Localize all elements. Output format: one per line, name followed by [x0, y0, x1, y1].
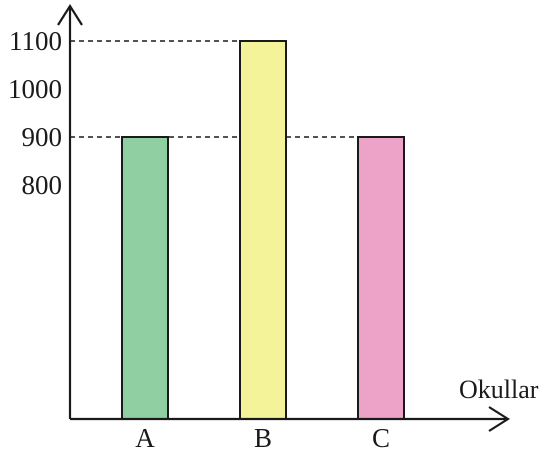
axes	[57, 3, 511, 432]
x-category-labels: A B C	[135, 423, 390, 452]
y-tick-label: 900	[22, 122, 63, 152]
y-tick-label: 1100	[9, 26, 62, 56]
y-axis-arrow-icon	[57, 3, 83, 26]
x-axis-arrow-icon	[488, 406, 511, 432]
x-axis-title: Okullar	[459, 375, 539, 404]
bar-a	[121, 136, 169, 420]
bar-c	[357, 136, 405, 420]
y-tick-label: 1000	[8, 74, 62, 104]
x-category-label: B	[254, 423, 272, 452]
bars	[121, 40, 405, 420]
reference-lines	[70, 40, 404, 138]
x-category-label: C	[372, 423, 390, 452]
y-tick-labels: 800 900 1000 1100	[8, 26, 62, 200]
x-category-label: A	[135, 423, 155, 452]
y-tick-label: 800	[22, 170, 63, 200]
bar-b	[239, 40, 287, 420]
